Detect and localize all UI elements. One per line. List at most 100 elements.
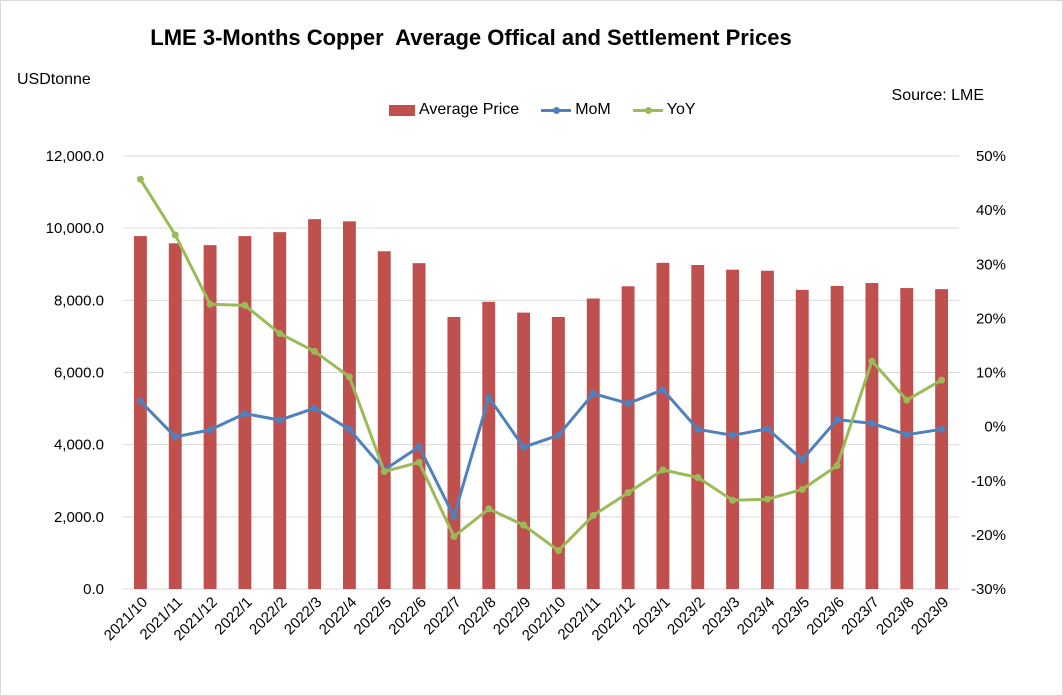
x-tick-label: 2023/4 [734, 594, 778, 638]
point-yoy [833, 462, 841, 470]
point-mom [624, 399, 632, 407]
bar-average-price [308, 219, 322, 590]
x-tick-label: 2023/3 [699, 594, 743, 638]
legend-item-average-price: Average Price [389, 101, 519, 119]
y-right-tick-label: 40% [976, 202, 1006, 219]
bar-average-price [621, 286, 635, 589]
y-left-tick-label: 8,000.0 [54, 292, 104, 309]
bar-average-price [447, 316, 461, 589]
point-mom [868, 419, 876, 427]
point-yoy [241, 301, 249, 309]
y-left-tick-label: 0.0 [83, 581, 104, 598]
point-yoy [136, 175, 144, 183]
point-mom [485, 393, 493, 401]
series-line-mom [139, 388, 942, 518]
legend-swatch-line-yoy [632, 104, 663, 116]
bar-average-price [586, 298, 600, 589]
point-mom [659, 386, 667, 394]
bar-average-price [168, 243, 182, 590]
point-yoy [206, 300, 214, 308]
point-yoy [694, 474, 702, 482]
x-tick-label: 2023/7 [838, 594, 882, 638]
y-right-tick-label: -30% [971, 581, 1006, 598]
point-mom [554, 431, 562, 439]
point-mom [520, 443, 528, 451]
x-tick-label: 2022/1 [211, 594, 255, 638]
x-tick-label: 2023/2 [664, 594, 708, 638]
point-yoy [276, 330, 284, 338]
legend-swatch-line-mom [541, 104, 572, 116]
point-yoy [520, 521, 528, 529]
x-tick-label: 2022/7 [420, 594, 464, 638]
point-yoy [589, 511, 597, 519]
x-tick-label: 2023/9 [908, 594, 952, 638]
point-yoy [485, 505, 493, 513]
bar-average-price [517, 312, 531, 589]
point-yoy [868, 357, 876, 365]
point-mom [798, 456, 806, 464]
point-yoy [938, 376, 946, 384]
bar-average-price [935, 289, 949, 589]
point-mom [206, 426, 214, 434]
y-right-tick-label: 10% [976, 365, 1006, 382]
chart-title: LME 3-Months Copper Average Offical and … [150, 25, 792, 50]
point-yoy [450, 532, 458, 540]
point-mom [694, 425, 702, 433]
point-mom [415, 443, 423, 451]
point-yoy [554, 547, 562, 555]
series-line-yoy [139, 178, 943, 553]
source-label: Source: LME [891, 87, 984, 104]
y-left-tick-label: 10,000.0 [46, 220, 104, 237]
x-tick-label: 2022/8 [455, 594, 499, 638]
bar-average-price [795, 289, 809, 589]
y-left-tick-label: 6,000.0 [54, 365, 104, 382]
legend-label-yoy: YoY [666, 101, 696, 118]
y-right-tick-label: 20% [976, 310, 1006, 327]
point-yoy [763, 495, 771, 503]
point-mom [345, 425, 353, 433]
legend-label-average-price: Average Price [419, 101, 520, 118]
legend-item-mom: MoM [541, 101, 611, 119]
bar-average-price [377, 251, 391, 589]
bar-average-price [726, 269, 740, 589]
legend-label-mom: MoM [575, 101, 611, 118]
bar-average-price [133, 236, 147, 590]
bar-average-price [273, 232, 287, 589]
point-yoy [311, 347, 319, 355]
point-yoy [798, 485, 806, 493]
bar-average-price [342, 221, 356, 589]
bar-average-price [830, 285, 844, 589]
legend: Average Price MoM YoY [389, 101, 718, 119]
bar-average-price [865, 283, 879, 589]
point-yoy [659, 466, 667, 474]
point-mom [241, 410, 249, 418]
y-left-tick-label: 12,000.0 [46, 148, 104, 165]
y-left-tick-label: 2,000.0 [54, 509, 104, 526]
x-tick-label: 2022/3 [281, 594, 325, 638]
bar-average-price [203, 245, 217, 589]
y-axis-unit-label: USDtonne [17, 71, 91, 88]
y-right-tick-label: 50% [976, 148, 1006, 165]
x-tick-label: 2022/2 [246, 594, 290, 638]
point-yoy [729, 496, 737, 504]
x-tick-label: 2023/6 [803, 594, 847, 638]
y-right-tick-label: 0% [984, 419, 1006, 436]
point-mom [589, 390, 597, 398]
point-yoy [903, 396, 911, 404]
x-tick-label: 2023/1 [629, 594, 673, 638]
y-left-tick-label: 4,000.0 [54, 437, 104, 454]
x-tick-label: 2023/8 [873, 594, 917, 638]
y-right-tick-label: -10% [971, 473, 1006, 490]
point-mom [938, 425, 946, 433]
point-mom [450, 512, 458, 520]
bar-average-price [900, 288, 914, 589]
point-mom [171, 433, 179, 441]
x-tick-label: 2022/5 [351, 594, 395, 638]
x-tick-label: 2022/4 [316, 594, 360, 638]
point-yoy [171, 231, 179, 239]
point-mom [311, 404, 319, 412]
bar-average-price [412, 263, 426, 589]
y-right-tick-label: 30% [976, 256, 1006, 273]
point-yoy [380, 468, 388, 476]
